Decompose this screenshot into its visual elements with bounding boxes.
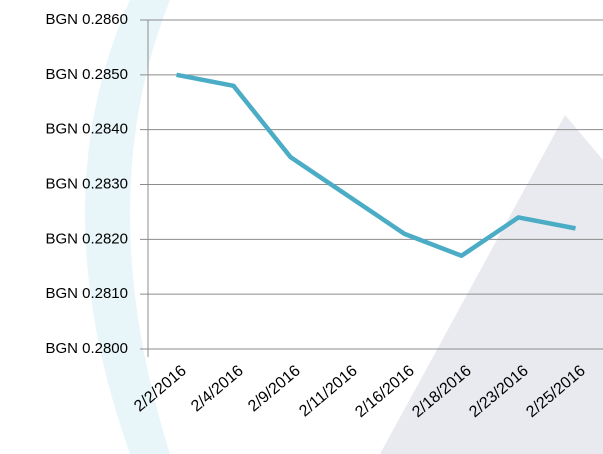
y-tick-label: BGN 0.2830 bbox=[45, 175, 128, 192]
y-tick-label: BGN 0.2810 bbox=[45, 285, 128, 302]
y-tick-label: BGN 0.2840 bbox=[45, 121, 128, 138]
watermark-triangle bbox=[380, 115, 603, 454]
x-tick-label: 2/11/2016 bbox=[296, 362, 361, 420]
y-tick-label: BGN 0.2820 bbox=[45, 230, 128, 247]
line-series bbox=[176, 72, 576, 259]
watermark-arc bbox=[85, 0, 170, 454]
y-tick-label: BGN 0.2860 bbox=[45, 11, 128, 28]
y-tick-label: BGN 0.2850 bbox=[45, 66, 128, 83]
x-tick-label: 2/4/2016 bbox=[188, 362, 247, 415]
y-tick-label: BGN 0.2800 bbox=[45, 340, 128, 357]
